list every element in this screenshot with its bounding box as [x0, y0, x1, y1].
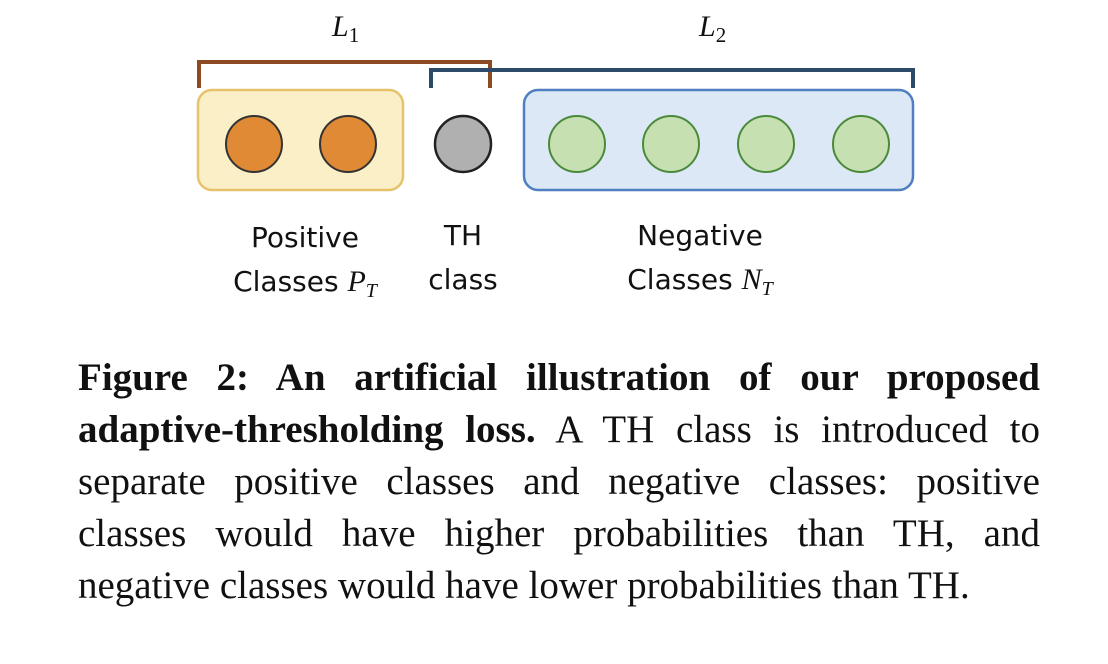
l1-label: L1 [332, 10, 360, 47]
negative-class-node [548, 115, 606, 173]
figure-caption: Figure 2: An artificial illustration of … [78, 352, 1040, 612]
l2-bracket [429, 68, 915, 88]
positive-class-node [225, 115, 283, 173]
negative-class-node [737, 115, 795, 173]
caption-title: Figure 2: An artificial illustration of … [78, 356, 1040, 451]
negative-class-node [642, 115, 700, 173]
negative-classes-label: Negative Classes NT [627, 219, 773, 300]
diagram-canvas [196, 60, 915, 192]
positive-class-node [319, 115, 377, 173]
th-class-label: TH class [428, 219, 498, 296]
loss-diagram: L1 L2 Positive Classes PT TH class Negat… [0, 0, 1108, 320]
l2-label: L2 [699, 10, 727, 47]
th-class-node [433, 114, 493, 174]
l1-bracket [197, 60, 492, 88]
caption-body: A TH class is introduced to separate pos… [78, 408, 1040, 607]
negative-classes-box [522, 88, 915, 192]
negative-class-node [832, 115, 890, 173]
positive-classes-label: Positive Classes PT [233, 221, 377, 302]
